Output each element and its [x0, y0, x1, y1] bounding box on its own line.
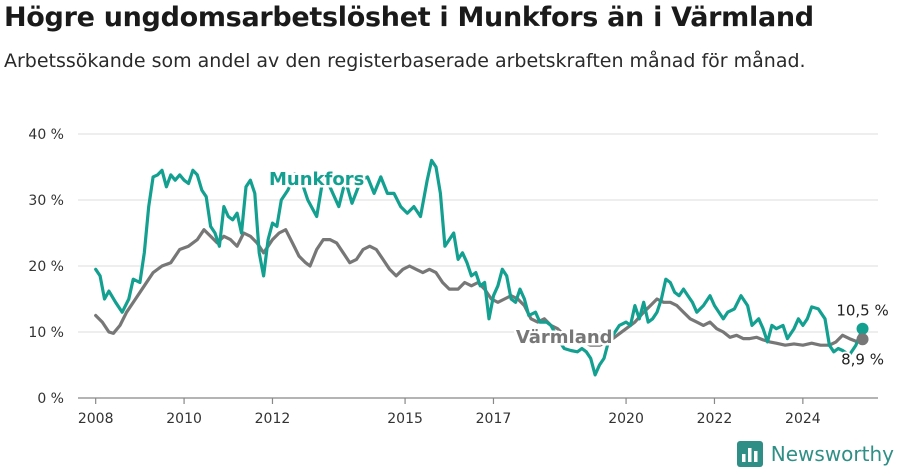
chart-title: Högre ungdomsarbetslöshet i Munkfors än … [4, 2, 814, 33]
bar-chart-logo-icon [736, 441, 763, 467]
x-tick-label: 2024 [785, 411, 821, 427]
y-axis: 0 % 10 % 20 % 30 % 40 % [28, 127, 64, 407]
x-tick-label: 2012 [255, 411, 291, 427]
y-tick-label: 30 % [28, 193, 64, 209]
chart-subtitle: Arbetssökande som andel av den registerb… [4, 50, 806, 72]
end-point-marker [856, 322, 869, 335]
series-lines [94, 158, 865, 377]
series-label-v-rmland: Värmland [516, 327, 613, 348]
series-line-v-rmland [94, 228, 865, 347]
y-tick-label: 20 % [28, 259, 64, 275]
y-tick-label: 10 % [28, 325, 64, 341]
grid-lines [78, 133, 878, 399]
end-point-marker [856, 333, 869, 346]
x-tick-label: 2008 [78, 411, 114, 427]
series-labels: Munkfors Värmland [267, 166, 616, 350]
series-line-munkfors [94, 158, 865, 377]
series-label-munkfors: Munkfors [269, 169, 364, 190]
brand-name: Newsworthy [770, 442, 894, 466]
x-tick-label: 2017 [476, 411, 512, 427]
y-tick-label: 40 % [28, 127, 64, 143]
y-tick-label: 0 % [37, 391, 64, 407]
end-value-label: 8,9 % [841, 350, 884, 368]
end-value-label: 10,5 % [836, 302, 888, 320]
x-tick-label: 2015 [387, 411, 423, 427]
x-tick-label: 2022 [697, 411, 733, 427]
x-tick-label: 2010 [166, 411, 202, 427]
newsworthy-brand[interactable]: Newsworthy [736, 440, 894, 468]
x-axis: 2008 2010 2012 2015 2017 2020 2022 2024 [78, 398, 821, 427]
x-tick-label: 2020 [608, 411, 644, 427]
end-markers: 10,5 % 8,9 % [834, 300, 890, 371]
